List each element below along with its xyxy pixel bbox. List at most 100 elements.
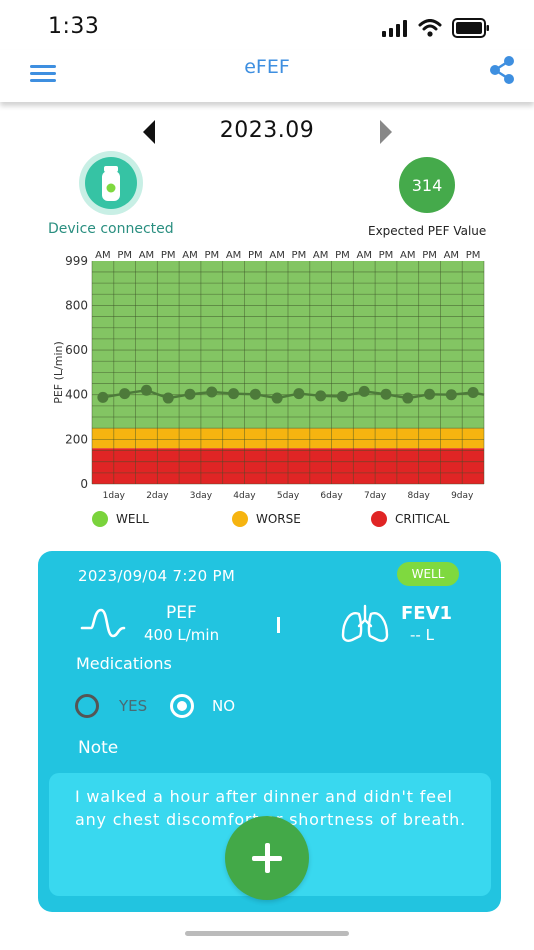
month-navigation: 2023.09 bbox=[0, 112, 534, 152]
data-point bbox=[271, 392, 283, 404]
top-label: AM bbox=[400, 250, 415, 261]
status-time: 1:33 bbox=[48, 14, 100, 39]
data-point bbox=[140, 384, 152, 396]
top-label: AM bbox=[356, 250, 371, 261]
x-tick-label: 7day bbox=[364, 491, 387, 501]
legend-dot-well bbox=[92, 511, 108, 527]
top-label: PM bbox=[335, 250, 350, 261]
medication-no-label[interactable]: NO bbox=[212, 697, 236, 715]
data-point bbox=[380, 388, 392, 400]
pef-value: 400 L/min bbox=[144, 626, 220, 644]
legend-item-well: WELL bbox=[92, 511, 149, 527]
data-point bbox=[336, 390, 348, 402]
data-point bbox=[249, 388, 261, 400]
top-label: PM bbox=[117, 250, 132, 261]
top-label: AM bbox=[182, 250, 197, 261]
data-point bbox=[162, 392, 174, 404]
top-label: AM bbox=[444, 250, 459, 261]
legend-dot-worse bbox=[232, 511, 248, 527]
data-point bbox=[424, 388, 436, 400]
legend-label-worse: WORSE bbox=[256, 512, 301, 526]
data-point bbox=[315, 390, 327, 402]
top-label: AM bbox=[313, 250, 328, 261]
y-tick-label: 0 bbox=[80, 477, 88, 491]
x-tick-label: 1day bbox=[103, 491, 126, 501]
top-label: PM bbox=[248, 250, 263, 261]
note-label: Note bbox=[78, 738, 119, 758]
data-point bbox=[206, 386, 218, 398]
y-tick-label: 600 bbox=[65, 343, 88, 357]
x-tick-label: 3day bbox=[190, 491, 213, 501]
top-label: PM bbox=[379, 250, 394, 261]
data-point bbox=[358, 385, 370, 397]
medication-yes-label[interactable]: YES bbox=[119, 697, 148, 715]
x-tick-label: 5day bbox=[277, 491, 300, 501]
top-label: PM bbox=[204, 250, 219, 261]
hamburger-menu-icon[interactable] bbox=[30, 60, 56, 86]
legend-label-well: WELL bbox=[116, 512, 149, 526]
medication-no-radio[interactable] bbox=[170, 694, 194, 718]
top-label: AM bbox=[139, 250, 154, 261]
top-label: PM bbox=[422, 250, 437, 261]
next-month-arrow-icon[interactable] bbox=[380, 120, 392, 144]
x-tick-label: 4day bbox=[233, 491, 256, 501]
top-label: AM bbox=[226, 250, 241, 261]
month-label: 2023.09 bbox=[219, 118, 315, 143]
x-tick-label: 9day bbox=[451, 491, 474, 501]
app-header: eFEF bbox=[0, 50, 534, 102]
record-card[interactable]: 2023/09/04 7:20 PM WELL PEF 400 L/min FE… bbox=[38, 551, 501, 912]
app-title: eFEF bbox=[244, 56, 290, 78]
fev-value: -- L bbox=[410, 626, 434, 644]
data-point bbox=[97, 391, 109, 403]
medication-yes-radio[interactable] bbox=[75, 694, 99, 718]
share-icon[interactable] bbox=[488, 55, 516, 85]
previous-month-arrow-icon[interactable] bbox=[143, 120, 155, 144]
top-label: PM bbox=[466, 250, 481, 261]
device-button[interactable] bbox=[79, 151, 143, 215]
device-status-label: Device connected bbox=[48, 221, 174, 237]
status-bar: 1:33 bbox=[0, 0, 534, 52]
medications-label: Medications bbox=[76, 654, 172, 673]
y-tick-label: 200 bbox=[65, 432, 88, 446]
y-tick-label: 800 bbox=[65, 298, 88, 312]
y-tick-label: 999 bbox=[65, 254, 88, 268]
lungs-icon bbox=[341, 604, 389, 642]
battery-icon bbox=[452, 18, 489, 38]
legend-item-critical: CRITICAL bbox=[371, 511, 449, 527]
expected-pef-badge: 314 bbox=[399, 157, 455, 213]
x-tick-label: 6day bbox=[320, 491, 343, 501]
x-tick-label: 8day bbox=[408, 491, 431, 501]
top-label: AM bbox=[95, 250, 110, 261]
legend-label-critical: CRITICAL bbox=[395, 512, 450, 526]
pef-chart: AM PM AM PM AM PM AM PM AM PM AM PM AM PM AM PM AM PM 0 200… bbox=[52, 250, 485, 501]
data-point bbox=[228, 388, 240, 400]
x-tick-label: 2day bbox=[146, 491, 169, 501]
pef-title: PEF bbox=[166, 603, 197, 623]
data-point bbox=[119, 388, 131, 400]
data-point bbox=[467, 386, 479, 398]
data-point bbox=[445, 389, 457, 401]
top-label: PM bbox=[161, 250, 176, 261]
status-badge: WELL bbox=[397, 562, 459, 586]
inhaler-device-icon bbox=[102, 166, 120, 201]
legend-item-worse: WORSE bbox=[232, 511, 301, 527]
y-axis-label: PEF (L/min) bbox=[52, 341, 65, 404]
top-label: AM bbox=[269, 250, 284, 261]
top-label: PM bbox=[292, 250, 307, 261]
legend-dot-critical bbox=[371, 511, 387, 527]
signal-icon bbox=[382, 20, 407, 37]
pef-wave-icon bbox=[80, 608, 126, 638]
data-point bbox=[402, 392, 414, 404]
fev-title: FEV1 bbox=[401, 603, 453, 624]
wifi-icon bbox=[418, 19, 442, 37]
chart-legend: WELL WORSE CRITICAL bbox=[0, 511, 534, 535]
status-icons bbox=[382, 18, 490, 38]
data-point bbox=[184, 388, 196, 400]
y-tick-label: 400 bbox=[65, 388, 88, 402]
expected-pef-label: Expected PEF Value bbox=[368, 224, 487, 238]
home-indicator bbox=[185, 931, 349, 936]
metric-divider bbox=[277, 617, 280, 633]
record-datetime: 2023/09/04 7:20 PM bbox=[78, 567, 236, 585]
data-point bbox=[293, 388, 305, 400]
add-record-button[interactable] bbox=[225, 816, 309, 900]
